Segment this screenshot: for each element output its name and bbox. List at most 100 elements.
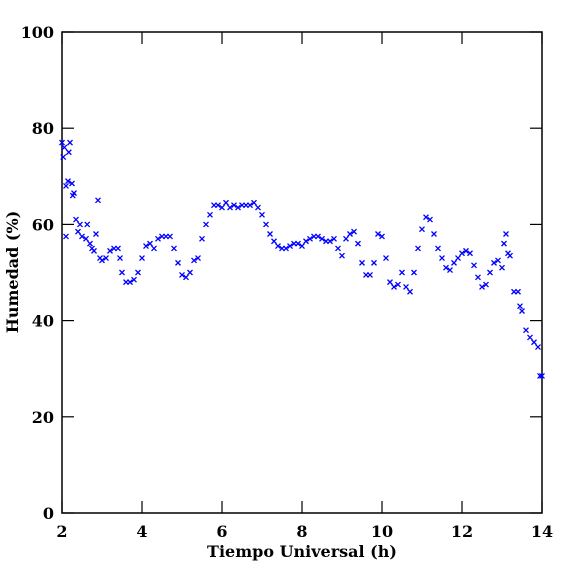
point: [351, 228, 357, 235]
point: [471, 262, 477, 269]
point: [331, 235, 337, 242]
point: [515, 288, 521, 295]
point: [443, 264, 449, 271]
point: [155, 235, 161, 242]
point: [427, 216, 433, 223]
point: [247, 202, 253, 209]
point: [167, 233, 173, 240]
point: [287, 243, 293, 250]
point: [519, 308, 525, 314]
point: [411, 269, 417, 276]
point: [263, 221, 269, 228]
point: [171, 245, 177, 252]
point: [231, 202, 237, 209]
point: [151, 245, 157, 252]
point: [403, 283, 409, 290]
point: [295, 240, 301, 247]
x-tick-label: 6: [216, 522, 227, 541]
point: [93, 231, 99, 237]
point: [203, 221, 209, 228]
point: [335, 245, 341, 252]
point: [395, 281, 401, 288]
point: [347, 231, 353, 237]
point: [531, 339, 537, 346]
point: [147, 240, 153, 247]
x-tick-label: 2: [56, 522, 67, 541]
point: [63, 233, 69, 240]
point: [87, 240, 93, 247]
point: [491, 259, 497, 266]
y-tick-label: 100: [21, 23, 54, 42]
point: [183, 274, 189, 281]
point: [383, 255, 389, 262]
x-tick-label: 12: [451, 522, 473, 541]
point: [65, 178, 71, 185]
point: [77, 221, 83, 228]
y-tick-label: 60: [32, 215, 54, 234]
point: [139, 255, 145, 262]
point: [535, 344, 541, 351]
point: [539, 372, 545, 379]
point: [359, 259, 365, 266]
point: [431, 231, 437, 237]
point: [499, 264, 505, 271]
point: [327, 238, 333, 245]
point: [451, 259, 457, 266]
point: [343, 235, 349, 242]
point: [119, 269, 125, 276]
point: [195, 255, 201, 262]
plot-frame: [61, 31, 543, 514]
point: [527, 334, 533, 341]
x-tick-label: 4: [136, 522, 147, 541]
point: [65, 149, 72, 156]
x-tick-label: 8: [296, 522, 307, 541]
point: [275, 243, 281, 250]
point: [459, 250, 465, 257]
point: [175, 259, 181, 266]
point: [387, 279, 393, 286]
point: [415, 245, 421, 252]
point: [439, 255, 445, 262]
point: [127, 279, 133, 286]
x-tick-label: 14: [531, 522, 553, 541]
point: [483, 281, 489, 288]
point: [219, 204, 225, 211]
point: [69, 180, 75, 187]
point: [79, 233, 85, 240]
x-tick-label: 10: [371, 522, 393, 541]
point: [107, 247, 113, 254]
point: [191, 257, 197, 264]
point: [435, 245, 441, 252]
point: [117, 255, 123, 262]
point: [143, 243, 149, 250]
point: [479, 283, 485, 290]
point: [215, 202, 221, 209]
point: [283, 245, 289, 252]
point: [251, 199, 257, 206]
point: [303, 238, 309, 245]
point: [319, 235, 325, 242]
point: [115, 245, 121, 252]
point: [187, 269, 193, 276]
point: [131, 276, 137, 283]
point: [463, 247, 469, 254]
y-tick-label: 80: [32, 119, 54, 138]
point: [60, 154, 67, 161]
point: [207, 211, 213, 218]
point: [419, 226, 425, 233]
point: [523, 327, 529, 334]
point: [407, 288, 413, 295]
point: [235, 204, 241, 211]
point: [447, 267, 453, 274]
point: [75, 228, 81, 235]
point: [501, 240, 507, 247]
point: [391, 283, 397, 290]
point: [379, 233, 385, 240]
point: [59, 139, 65, 146]
point: [503, 231, 509, 237]
point: [455, 255, 461, 262]
point: [299, 243, 305, 250]
y-tick-label: 40: [32, 312, 54, 331]
point: [375, 231, 381, 237]
